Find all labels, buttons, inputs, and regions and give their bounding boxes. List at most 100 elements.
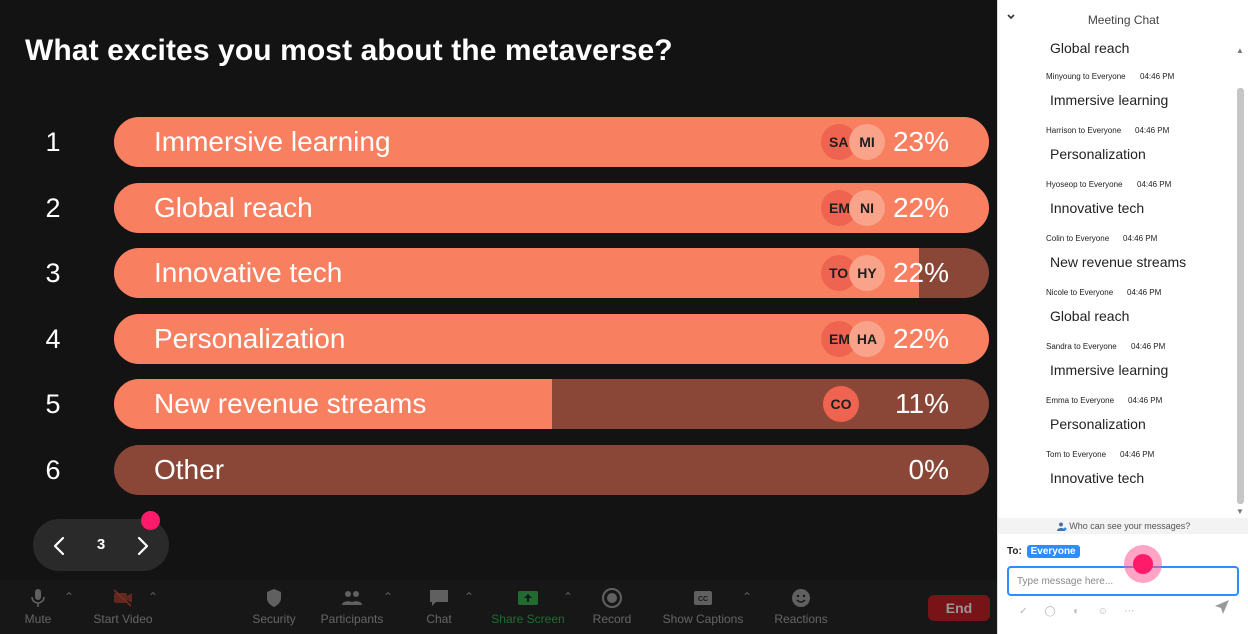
share-screen-button[interactable]: Share Screen [486, 580, 570, 634]
file-icon[interactable]: ◐ [1073, 606, 1080, 617]
chat-message-sender: Harrison to Everyone [1046, 126, 1122, 135]
chevron-left-icon[interactable] [39, 519, 79, 571]
send-icon[interactable] [1214, 599, 1230, 615]
chevron-up-icon[interactable]: ⌃ [383, 590, 394, 604]
security-button[interactable]: Security [246, 580, 302, 634]
option-rank: 6 [45, 455, 61, 485]
chat-message-sender: Tom to Everyone [1046, 450, 1107, 459]
option-percent: 11% [895, 388, 949, 419]
avatar: NI [849, 190, 885, 226]
reactions-label: Reactions [774, 612, 828, 626]
option-rank: 2 [45, 193, 61, 223]
participants-button[interactable]: Participants [315, 580, 389, 634]
option-percent: 23% [892, 126, 949, 157]
option-percent: 22% [892, 192, 949, 223]
option-rank: 4 [45, 324, 61, 354]
chevron-up-icon[interactable]: ⌃ [464, 590, 475, 604]
chat-message-text: Global reach [1050, 40, 1130, 56]
chevron-up-icon[interactable]: ⌃ [563, 590, 574, 604]
format-icon[interactable]: ✓ [1019, 606, 1028, 617]
option-bar: Innovative tech 22% TO HY [114, 248, 989, 298]
option-label: New revenue streams [154, 388, 427, 419]
option-rank: 1 [45, 127, 61, 157]
meeting-toolbar: Mute ⌃ Start Video ⌃ Security Participan… [0, 580, 997, 634]
voter-avatars: CO [823, 386, 859, 422]
page-number: 3 [96, 536, 106, 553]
chat-message-text: New revenue streams [1050, 254, 1187, 270]
option-bar: Immersive learning 23% SA MI [114, 117, 989, 167]
start-video-button[interactable]: Start Video [88, 580, 158, 634]
screenshot-icon[interactable]: ◯ [1044, 606, 1056, 617]
chat-message-text: Innovative tech [1050, 470, 1145, 486]
chat-button[interactable]: Chat [420, 580, 458, 634]
chat-message-time: 04:46 PM [1137, 180, 1172, 189]
record-button[interactable]: Record [588, 580, 636, 634]
poll-option-row: 1 Immersive learning 23% SA MI [0, 117, 997, 167]
emoji-icon[interactable]: ☺ [1097, 606, 1108, 617]
end-meeting-button[interactable]: End [928, 595, 990, 621]
chat-message-text: Immersive learning [1050, 92, 1169, 108]
option-label: Global reach [154, 192, 313, 223]
option-bar: Other 0% [114, 445, 989, 495]
chat-message-time: 04:46 PM [1140, 72, 1175, 81]
chat-message-time: 04:46 PM [1128, 396, 1163, 405]
scroll-down-arrow[interactable]: ▼ [1236, 507, 1244, 516]
option-bar: Global reach 22% EM NI [114, 183, 989, 233]
share-screen-label: Share Screen [491, 612, 565, 626]
participants-icon [342, 591, 362, 605]
chat-message-sender: Emma to Everyone [1046, 396, 1115, 405]
chat-message-sender: Minyoung to Everyone [1046, 72, 1126, 81]
to-label: To: [1007, 546, 1022, 557]
voter-avatars: EM HA [821, 321, 887, 357]
poll-option-row: 5 New revenue streams 11% CO [0, 379, 997, 429]
more-icon[interactable]: ⋯ [1124, 606, 1135, 617]
voter-avatars: TO HY [821, 255, 887, 291]
avatar: MI [849, 124, 885, 160]
chat-message-text: Personalization [1050, 146, 1146, 162]
chat-message-text: Global reach [1050, 308, 1130, 324]
chevron-up-icon[interactable]: ⌃ [742, 590, 753, 604]
svg-text:CC: CC [698, 596, 708, 603]
avatar: CO [823, 386, 859, 422]
option-bar-fill [114, 248, 919, 298]
show-captions-label: Show Captions [662, 612, 744, 626]
meeting-chat-panel: Meeting Chat Global reach Minyoung to Ev… [997, 0, 1248, 634]
option-percent: 22% [892, 257, 949, 288]
record-icon [602, 588, 622, 608]
chevron-down-icon[interactable] [1006, 12, 1020, 26]
option-rank: 5 [45, 389, 61, 419]
mute-button[interactable]: Mute [18, 580, 58, 634]
chat-message-text: Immersive learning [1050, 362, 1169, 378]
chevron-up-icon[interactable]: ⌃ [148, 590, 159, 604]
reactions-button[interactable]: Reactions [770, 580, 832, 634]
avatar: TO [821, 255, 857, 291]
security-label: Security [252, 612, 296, 626]
microphone-icon [31, 589, 45, 607]
voter-avatars: SA MI [821, 124, 887, 160]
recipient-dropdown[interactable]: Everyone [1026, 545, 1080, 558]
presentation-stage: What excites you most about the metavers… [0, 34, 997, 634]
chat-scrollbar[interactable] [1237, 88, 1244, 504]
start-video-label: Start Video [93, 612, 153, 626]
mute-label: Mute [24, 612, 52, 626]
chat-label: Chat [426, 612, 452, 626]
option-bar: New revenue streams 11% CO [114, 379, 989, 429]
chat-message-time: 04:46 PM [1123, 234, 1158, 243]
chat-message-sender: Nicole to Everyone [1046, 288, 1114, 297]
participants-label: Participants [320, 612, 384, 626]
option-rank: 3 [45, 258, 61, 288]
chat-message-time: 04:46 PM [1127, 288, 1162, 297]
chat-message-sender: Hyoseop to Everyone [1046, 180, 1123, 189]
person-icon [1056, 522, 1067, 532]
chat-title: Meeting Chat [1087, 13, 1160, 27]
who-can-see-link[interactable]: Who can see your messages? [998, 518, 1248, 534]
chat-message-input[interactable] [1007, 566, 1239, 596]
scroll-up-arrow[interactable]: ▲ [1236, 46, 1244, 55]
chevron-up-icon[interactable]: ⌃ [64, 590, 75, 604]
show-captions-button[interactable]: CC Show Captions [656, 580, 750, 634]
option-percent: 22% [892, 323, 949, 354]
poll-option-row: 6 Other 0% [0, 445, 997, 495]
pointer-highlight [1133, 554, 1153, 574]
chevron-right-icon[interactable] [123, 519, 163, 571]
